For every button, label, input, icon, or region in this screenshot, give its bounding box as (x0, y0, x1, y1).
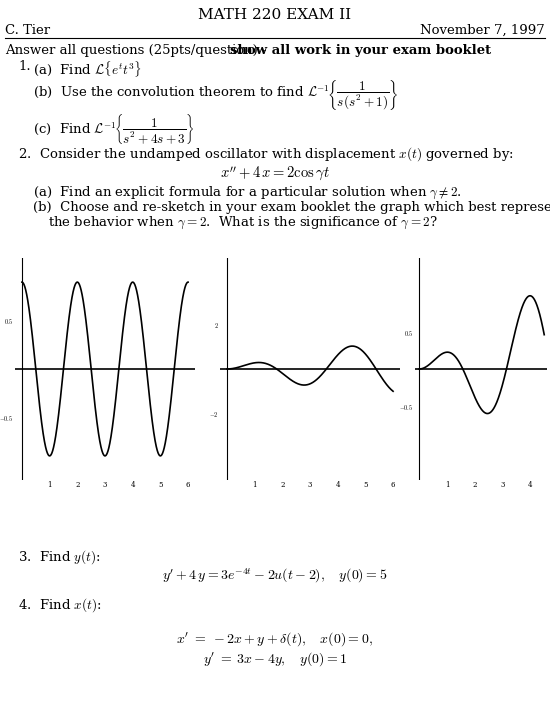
Text: (a)  Find an explicit formula for a particular solution when $\gamma \neq 2$.: (a) Find an explicit formula for a parti… (33, 185, 462, 201)
Text: show all work in your exam booklet: show all work in your exam booklet (230, 44, 491, 57)
Text: the behavior when $\gamma = 2$.  What is the significance of $\gamma = 2$?: the behavior when $\gamma = 2$. What is … (48, 215, 438, 231)
Text: $x'' + 4\,x = 2\cos\gamma t$: $x'' + 4\,x = 2\cos\gamma t$ (220, 165, 330, 183)
Text: $y' + 4\,y = 3e^{-4t} - 2u(t-2), \quad y(0) = 5$: $y' + 4\,y = 3e^{-4t} - 2u(t-2), \quad y… (162, 567, 388, 585)
Text: (b)  Use the convolution theorem to find $\mathcal{L}^{-1}\!\left\{\dfrac{1}{s(s: (b) Use the convolution theorem to find … (33, 78, 399, 112)
Text: $x' \;=\; -2x + y + \delta(t), \quad x(0) = 0,$: $x' \;=\; -2x + y + \delta(t), \quad x(0… (177, 630, 373, 648)
Text: MATH 220 EXAM II: MATH 220 EXAM II (199, 8, 351, 22)
Text: $y' \;=\; 3x - 4y, \quad y(0) = 1$: $y' \;=\; 3x - 4y, \quad y(0) = 1$ (203, 650, 347, 668)
Text: (a)  Find $\mathcal{L}\{e^t t^3\}$: (a) Find $\mathcal{L}\{e^t t^3\}$ (33, 60, 142, 79)
Text: November 7, 1997: November 7, 1997 (420, 24, 545, 37)
Text: (b)  Choose and re-sketch in your exam booklet the graph which best represents: (b) Choose and re-sketch in your exam bo… (33, 201, 550, 214)
Text: C. Tier: C. Tier (5, 24, 50, 37)
Text: 4.  Find $x(t)$:: 4. Find $x(t)$: (18, 596, 101, 614)
Text: (c)  Find $\mathcal{L}^{-1}\!\left\{\dfrac{1}{s^2+4s+3}\right\}$: (c) Find $\mathcal{L}^{-1}\!\left\{\dfra… (33, 112, 195, 146)
Text: .: . (449, 44, 453, 57)
Text: 1.: 1. (18, 60, 31, 73)
Text: Answer all questions (25pts/question) -: Answer all questions (25pts/question) - (5, 44, 271, 57)
Text: 3.  Find $y(t)$:: 3. Find $y(t)$: (18, 548, 100, 566)
Text: 2.  Consider the undamped oscillator with displacement $x(t)$ governed by:: 2. Consider the undamped oscillator with… (18, 145, 514, 163)
